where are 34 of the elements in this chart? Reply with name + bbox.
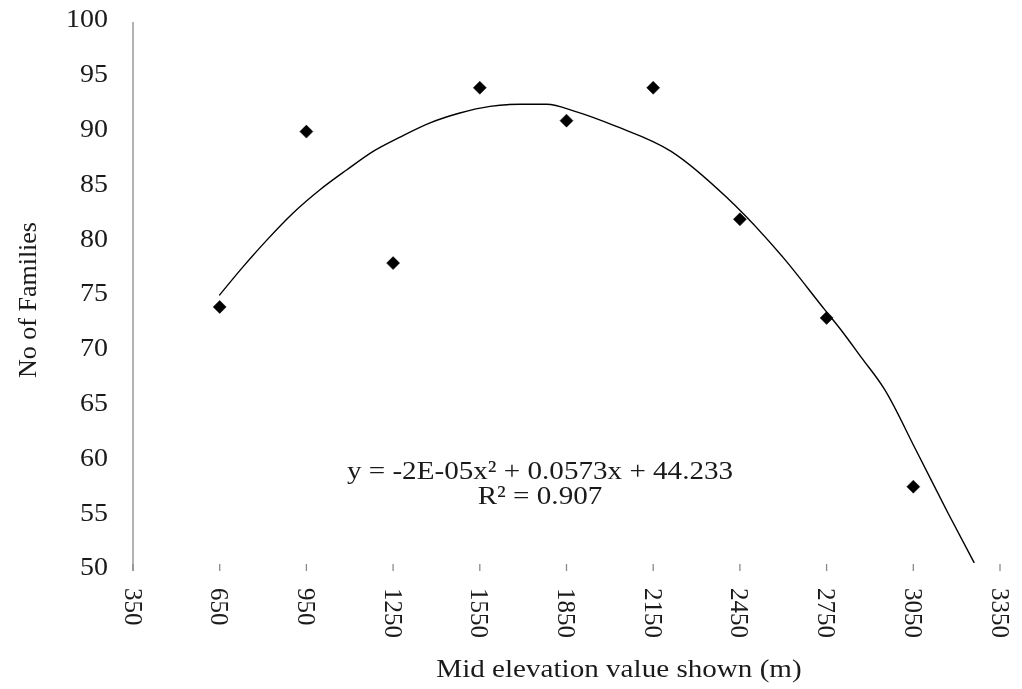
x-tick-label: 3050	[899, 588, 927, 638]
point	[646, 81, 660, 95]
y-tick-label: 55	[80, 498, 108, 527]
y-tick-label: 90	[80, 114, 108, 143]
x-tick-label: 950	[292, 588, 320, 626]
x-tick-label: 1850	[553, 588, 580, 638]
point	[559, 113, 574, 128]
x-tick-label: 1250	[379, 588, 407, 638]
y-tick-label: 80	[80, 224, 108, 253]
x-tick-label: 2450	[726, 588, 754, 638]
x-axis-title: Mid elevation value shown (m)	[436, 653, 802, 683]
x-tick-label: 2750	[813, 588, 841, 638]
y-axis-title: No of Families	[12, 222, 42, 378]
point	[473, 81, 487, 95]
point	[733, 212, 747, 227]
x-tick-label: 350	[119, 588, 147, 626]
point	[819, 311, 834, 325]
point	[212, 300, 227, 314]
y-tick-label: 50	[80, 552, 108, 582]
point	[386, 256, 400, 270]
x-tick-label: 2150	[639, 588, 667, 638]
y-tick-label: 75	[80, 278, 108, 308]
point	[299, 124, 314, 139]
y-tick-label: 85	[80, 169, 108, 198]
x-tick-label: 3350	[986, 588, 1014, 638]
y-tick-label: 95	[80, 59, 108, 88]
y-tick-label: 100	[66, 4, 108, 34]
x-tick-label: 650	[206, 588, 234, 626]
x-tick-label: 1550	[466, 588, 494, 638]
y-tick-label: 60	[80, 443, 108, 472]
point	[906, 479, 921, 494]
y-tick-label: 65	[80, 388, 108, 417]
y-tick-label: 70	[80, 333, 108, 362]
line-series	[219, 103, 975, 564]
